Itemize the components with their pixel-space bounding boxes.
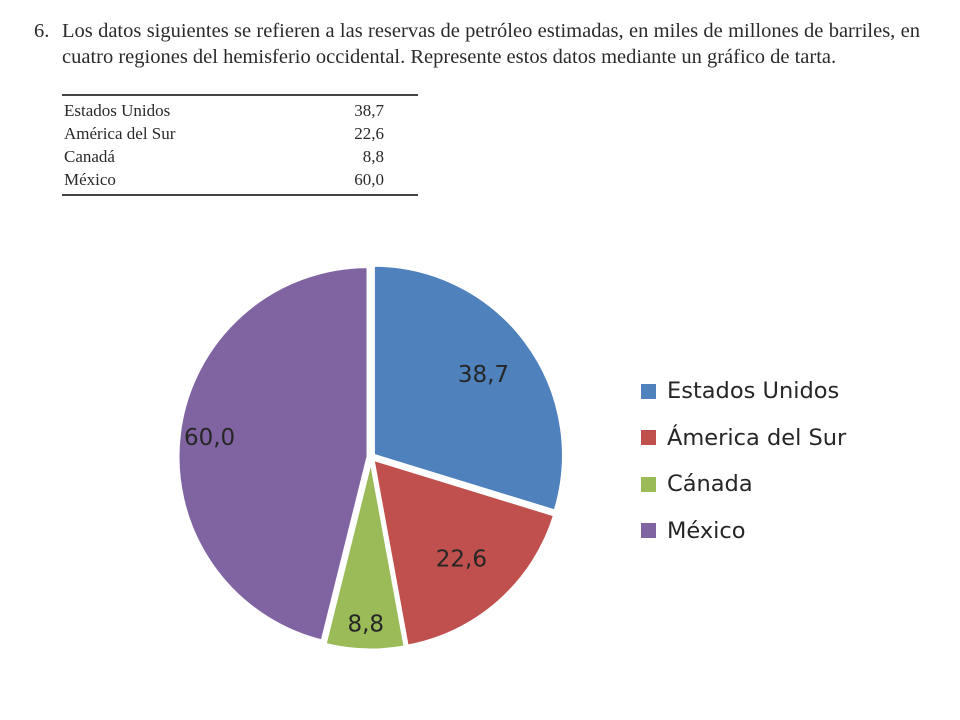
pie-data-label: 8,8 [347,611,384,637]
table-row: México 60,0 [62,168,418,195]
legend-swatch [641,523,656,539]
table-row: Estados Unidos 38,7 [62,95,418,122]
data-table: Estados Unidos 38,7 América del Sur 22,6… [62,94,418,196]
legend-label: Estados Unidos [667,378,840,405]
legend-swatch [641,430,656,446]
legend-item: México [641,508,846,555]
value-cell: 38,7 [354,100,384,120]
chart-legend: Estados Unidos Ámerica del Sur Cánada Mé… [641,368,846,554]
pie-data-label: 38,7 [458,362,509,388]
value-cell: 60,0 [354,169,384,189]
legend-swatch [641,383,656,399]
legend-label: Ámerica del Sur [667,424,847,451]
legend-swatch [641,476,656,492]
table-row: Canadá 8,8 [62,145,418,168]
value-cell: 8,8 [362,146,384,166]
legend-item: Estados Unidos [641,368,846,415]
region-cell: América del Sur [64,123,176,143]
problem-text: Los datos siguientes se refieren a las r… [62,20,920,68]
pie-slice [371,263,565,513]
pie-slice [176,265,370,643]
region-cell: Canadá [64,146,115,166]
legend-item: Cánada [641,461,846,508]
pie-data-label: 60,0 [184,425,235,451]
problem-statement: 6. Los datos siguientes se refieren a las… [34,18,920,70]
pie-slice [323,459,407,652]
pie-data-label: 22,6 [436,547,487,573]
pie-slices [176,263,565,652]
pie-data-labels: 38,7 22,6 8,8 60,0 [184,362,509,637]
legend-item: Ámerica del Sur [641,415,846,462]
textbook-problem: 6. Los datos siguientes se refieren a las… [34,18,920,196]
legend-label: Cánada [667,471,753,498]
problem-number: 6. [34,20,50,42]
region-cell: México [64,169,116,189]
pie-slice [371,457,557,648]
legend-label: México [667,517,746,544]
region-cell: Estados Unidos [64,100,171,120]
value-cell: 22,6 [354,123,384,143]
table-row: América del Sur 22,6 [62,122,418,145]
